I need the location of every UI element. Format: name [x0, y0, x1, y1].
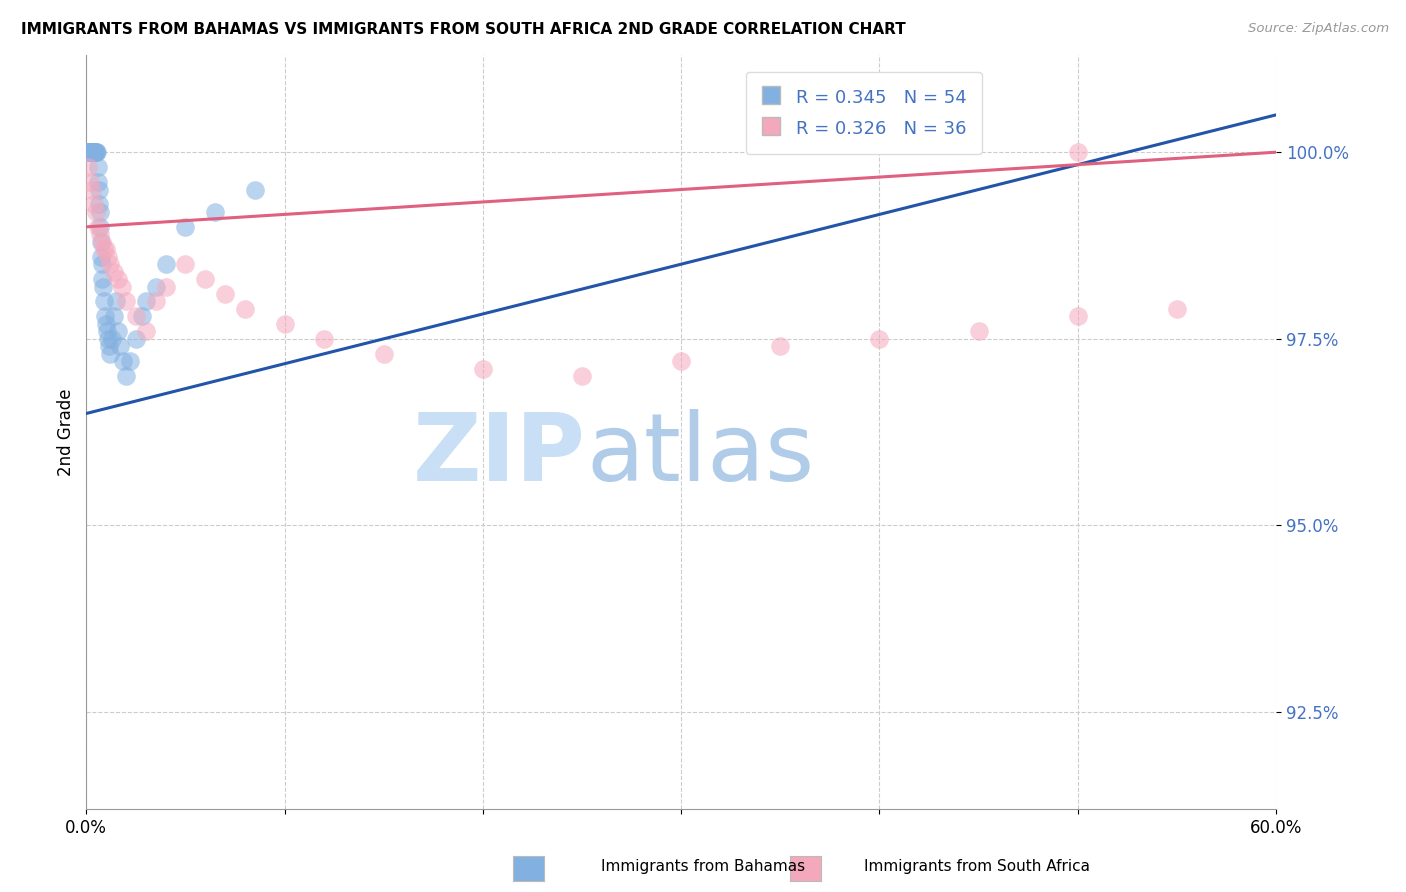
Point — [90, 235, 112, 249]
Point — [94, 242, 117, 256]
Point — [87, 175, 110, 189]
Point — [769, 339, 792, 353]
Point — [91, 279, 114, 293]
Point — [98, 339, 121, 353]
Point — [118, 354, 141, 368]
Point — [1067, 310, 1090, 324]
Point — [94, 310, 117, 324]
Point — [77, 160, 100, 174]
Point — [111, 279, 134, 293]
Point — [233, 301, 256, 316]
Point — [82, 145, 104, 160]
Point — [101, 332, 124, 346]
Text: Immigrants from Bahamas: Immigrants from Bahamas — [600, 860, 806, 874]
Point — [90, 257, 112, 271]
Point — [108, 339, 131, 353]
Point — [93, 294, 115, 309]
Point — [86, 145, 108, 160]
Point — [98, 257, 121, 271]
Point — [84, 145, 107, 160]
Point — [107, 272, 129, 286]
Point — [669, 354, 692, 368]
Point — [89, 227, 111, 242]
Point — [145, 294, 167, 309]
Y-axis label: 2nd Grade: 2nd Grade — [58, 388, 75, 476]
Text: atlas: atlas — [586, 409, 814, 500]
Point — [314, 332, 336, 346]
Point — [82, 145, 104, 160]
Point — [105, 294, 128, 309]
Legend: R = 0.345   N = 54, R = 0.326   N = 36: R = 0.345 N = 54, R = 0.326 N = 36 — [745, 71, 981, 153]
Point — [87, 182, 110, 196]
Point — [155, 257, 177, 271]
Point — [83, 197, 105, 211]
Point — [214, 287, 236, 301]
Point — [373, 347, 395, 361]
Point — [76, 145, 98, 160]
Point — [96, 324, 118, 338]
Point — [79, 145, 101, 160]
Point — [79, 175, 101, 189]
Point — [79, 145, 101, 160]
Point — [103, 310, 125, 324]
Point — [77, 145, 100, 160]
Point — [204, 205, 226, 219]
Point — [967, 324, 990, 338]
Point — [77, 145, 100, 160]
Point — [125, 310, 148, 324]
Point — [80, 145, 103, 160]
Point — [87, 219, 110, 234]
Point — [77, 145, 100, 160]
Point — [135, 294, 157, 309]
Point — [115, 294, 138, 309]
Point — [131, 310, 153, 324]
Point — [82, 145, 104, 160]
Point — [125, 332, 148, 346]
Point — [273, 317, 295, 331]
Point — [77, 145, 100, 160]
Point — [1067, 145, 1090, 160]
Point — [174, 219, 197, 234]
Text: ZIP: ZIP — [413, 409, 586, 500]
Point — [97, 250, 120, 264]
Point — [91, 272, 114, 286]
Point — [83, 145, 105, 160]
Point — [84, 145, 107, 160]
Point — [87, 160, 110, 174]
Point — [869, 332, 891, 346]
Point — [194, 272, 217, 286]
Point — [145, 279, 167, 293]
Point — [89, 219, 111, 234]
Point — [115, 369, 138, 384]
Text: IMMIGRANTS FROM BAHAMAS VS IMMIGRANTS FROM SOUTH AFRICA 2ND GRADE CORRELATION CH: IMMIGRANTS FROM BAHAMAS VS IMMIGRANTS FR… — [21, 22, 905, 37]
Point — [155, 279, 177, 293]
Point — [571, 369, 593, 384]
Point — [94, 317, 117, 331]
Point — [84, 205, 107, 219]
Point — [174, 257, 197, 271]
Point — [471, 361, 494, 376]
Text: Immigrants from South Africa: Immigrants from South Africa — [865, 860, 1090, 874]
Text: Source: ZipAtlas.com: Source: ZipAtlas.com — [1249, 22, 1389, 36]
Point — [135, 324, 157, 338]
Point — [83, 145, 105, 160]
Point — [89, 197, 111, 211]
Point — [80, 145, 103, 160]
Point — [89, 205, 111, 219]
Point — [243, 182, 266, 196]
Point — [98, 347, 121, 361]
Point — [93, 242, 115, 256]
Point — [97, 332, 120, 346]
Point — [82, 182, 104, 196]
Point — [111, 354, 134, 368]
Point — [103, 265, 125, 279]
Point — [79, 145, 101, 160]
Point — [107, 324, 129, 338]
Point — [90, 250, 112, 264]
Point — [83, 145, 105, 160]
Point — [84, 145, 107, 160]
Point — [1166, 301, 1188, 316]
Point — [91, 235, 114, 249]
